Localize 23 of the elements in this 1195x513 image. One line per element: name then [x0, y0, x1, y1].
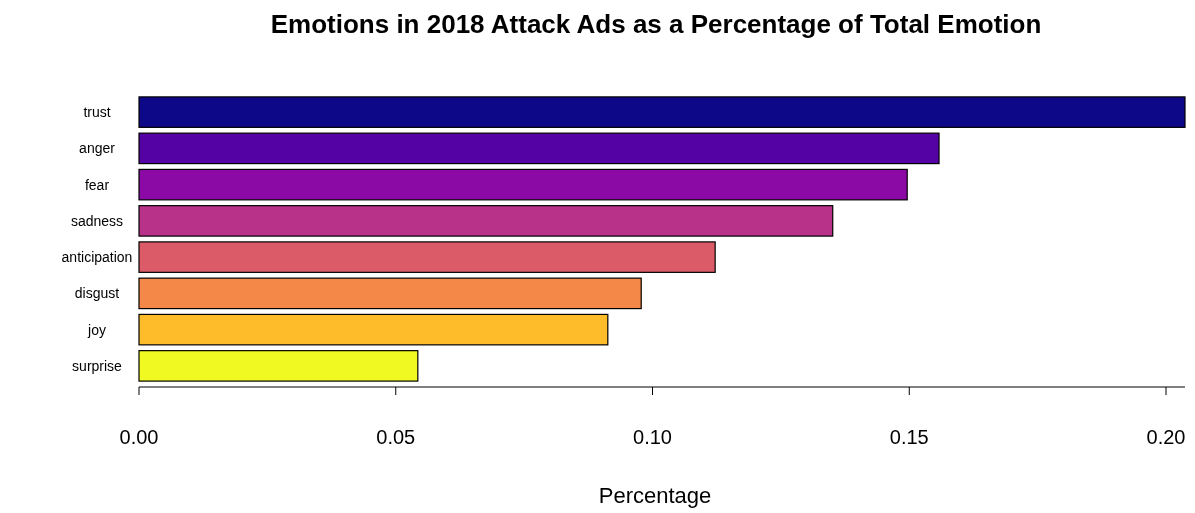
- y-tick-label: surprise: [72, 357, 123, 374]
- bar: [138, 205, 834, 237]
- y-tick-label: trust: [83, 104, 111, 121]
- x-tick-label: 0.00: [119, 426, 159, 448]
- chart-title: Emotions in 2018 Attack Ads as a Percentage of Total Emotion: [270, 9, 1042, 39]
- y-tick-label: fear: [84, 176, 110, 193]
- x-tick-label: 0.20: [1146, 426, 1186, 448]
- x-axis-title: Percentage: [598, 483, 712, 508]
- x-tick-label: 0.15: [889, 426, 929, 448]
- bar: [138, 168, 908, 201]
- x-tick-label: 0.10: [633, 426, 672, 448]
- y-tick-label: disgust: [74, 285, 120, 302]
- y-tick-label: sadness: [70, 212, 124, 229]
- bar: [138, 277, 642, 310]
- bar: [138, 132, 940, 165]
- bar: [138, 241, 716, 273]
- y-tick-label: anger: [79, 140, 116, 157]
- bar: [138, 350, 419, 382]
- y-tick-label: joy: [87, 321, 106, 338]
- bar: [138, 313, 609, 346]
- y-tick-label: anticipation: [61, 249, 133, 266]
- bar: [138, 96, 1186, 128]
- x-tick-label: 0.05: [376, 426, 416, 448]
